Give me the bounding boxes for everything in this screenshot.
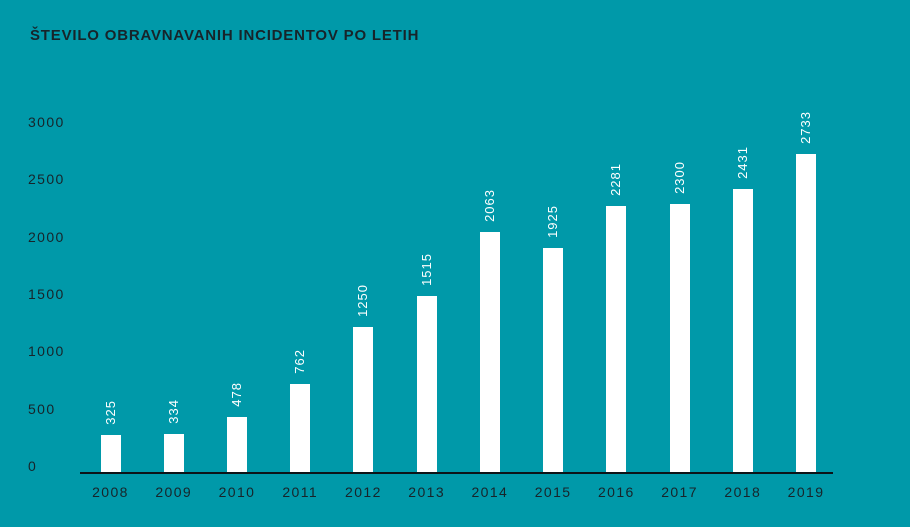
bar-2010 (226, 416, 247, 474)
x-axis-year-label-2016: 2016 (597, 484, 635, 500)
y-axis-tick-label: 1000 (28, 343, 65, 360)
x-axis-year-label-2009: 2009 (155, 484, 193, 500)
bar-value-label-2016: 2281 (608, 163, 624, 197)
bar-2015 (543, 247, 564, 474)
x-axis-year-label-2017: 2017 (661, 484, 698, 500)
x-axis-year-label-2018: 2018 (724, 484, 762, 500)
bar-value-label-2008: 325 (102, 399, 118, 425)
y-axis-tick-label: 0 (28, 458, 38, 474)
bar-2012 (353, 326, 374, 474)
y-axis-tick-label: 1500 (28, 286, 65, 302)
bar-2016 (606, 206, 627, 474)
bar-2011 (290, 383, 311, 474)
x-axis-year-label-2008: 2008 (92, 484, 129, 500)
x-axis-year-label-2019: 2019 (787, 484, 825, 500)
x-axis-year-label-2015: 2015 (534, 484, 572, 500)
bar-value-label-2015: 1925 (545, 205, 561, 238)
bar-2014 (479, 231, 500, 474)
x-axis-year-label-2014: 2014 (471, 484, 509, 500)
bar-value-label-2011: 762 (292, 348, 308, 374)
bar-2018 (732, 188, 753, 474)
x-axis-line (80, 471, 833, 474)
y-axis-tick-label: 2000 (28, 228, 65, 245)
x-axis-year-label-2013: 2013 (408, 484, 446, 500)
bar-2009 (163, 433, 184, 474)
y-axis-tick-label: 3000 (28, 114, 65, 130)
bar-2017 (669, 204, 690, 474)
y-axis-tick-label: 500 (28, 400, 56, 417)
bar-2013 (416, 295, 437, 474)
bar-2019 (796, 153, 817, 474)
bar-value-label-2017: 2300 (671, 161, 687, 195)
bar-value-label-2018: 2431 (734, 145, 750, 179)
chart-title: ŠTEVILO OBRAVNAVANIH INCIDENTOV PO LETIH (30, 27, 420, 44)
bar-value-label-2012: 1250 (355, 283, 371, 317)
x-axis-year-label-2012: 2012 (345, 484, 382, 500)
bar-value-label-2010: 478 (228, 382, 244, 407)
bar-2008 (100, 434, 121, 474)
bar-value-label-2013: 1515 (418, 252, 434, 286)
y-axis-tick-label: 2500 (28, 171, 65, 188)
x-axis-year-label-2010: 2010 (218, 484, 256, 500)
bar-value-label-2014: 2063 (481, 188, 497, 222)
x-axis-year-label-2011: 2011 (282, 484, 319, 500)
bar-value-label-2019: 2733 (798, 110, 814, 144)
bar-value-label-2009: 334 (165, 398, 181, 424)
